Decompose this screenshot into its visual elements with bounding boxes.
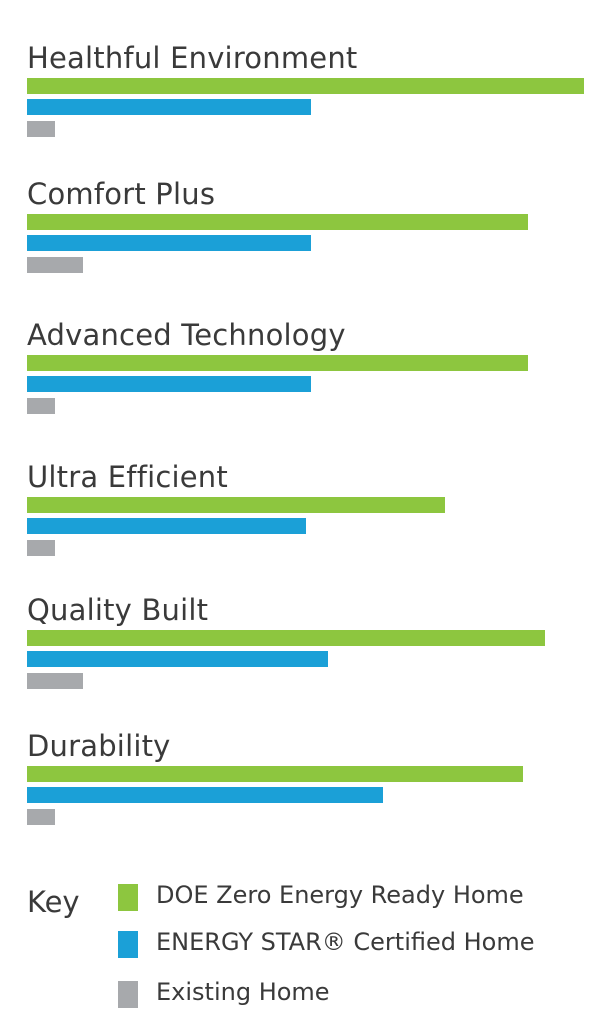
category-label: Comfort Plus [27, 177, 216, 211]
category-group-healthful-environment: Healthful Environment [0, 40, 600, 150]
bar-energy-star-certified-home-comfort-plus [27, 235, 311, 251]
legend-swatch [118, 884, 138, 911]
legend-item-doe-zero-energy-ready-home: DOE Zero Energy Ready Home [118, 878, 588, 912]
legend: Key DOE Zero Energy Ready Home ENERGY STA… [0, 872, 600, 1022]
category-label: Healthful Environment [27, 41, 358, 75]
category-label: Durability [27, 729, 171, 763]
bar-doe-zero-energy-ready-home-ultra-efficient [27, 497, 445, 513]
bar-energy-star-certified-home-healthful-environment [27, 99, 311, 115]
category-group-quality-built: Quality Built [0, 592, 600, 702]
category-label: Quality Built [27, 593, 209, 627]
category-group-advanced-technology: Advanced Technology [0, 317, 600, 427]
bar-doe-zero-energy-ready-home-comfort-plus [27, 214, 528, 230]
category-label: Ultra Efficient [27, 460, 228, 494]
legend-label: ENERGY STAR® Certified Home [156, 928, 535, 956]
legend-title: Key [27, 885, 80, 919]
bar-doe-zero-energy-ready-home-quality-built [27, 630, 545, 646]
category-group-ultra-efficient: Ultra Efficient [0, 459, 600, 569]
bar-existing-home-advanced-technology [27, 398, 55, 414]
bar-doe-zero-energy-ready-home-durability [27, 766, 523, 782]
bar-energy-star-certified-home-durability [27, 787, 383, 803]
bar-existing-home-comfort-plus [27, 257, 83, 273]
legend-item-energy-star-certified-home: ENERGY STAR® Certified Home [118, 925, 588, 959]
bar-doe-zero-energy-ready-home-healthful-environment [27, 78, 584, 94]
legend-label: Existing Home [156, 978, 330, 1006]
category-group-comfort-plus: Comfort Plus [0, 176, 600, 286]
bar-doe-zero-energy-ready-home-advanced-technology [27, 355, 528, 371]
bar-existing-home-ultra-efficient [27, 540, 55, 556]
category-group-durability: Durability [0, 728, 600, 838]
legend-swatch [118, 931, 138, 958]
legend-label: DOE Zero Energy Ready Home [156, 881, 524, 909]
bar-existing-home-healthful-environment [27, 121, 55, 137]
bar-existing-home-durability [27, 809, 55, 825]
bar-existing-home-quality-built [27, 673, 83, 689]
legend-swatch [118, 981, 138, 1008]
bar-energy-star-certified-home-advanced-technology [27, 376, 311, 392]
bar-energy-star-certified-home-ultra-efficient [27, 518, 306, 534]
legend-item-existing-home: Existing Home [118, 975, 588, 1009]
bar-energy-star-certified-home-quality-built [27, 651, 328, 667]
category-label: Advanced Technology [27, 318, 346, 352]
